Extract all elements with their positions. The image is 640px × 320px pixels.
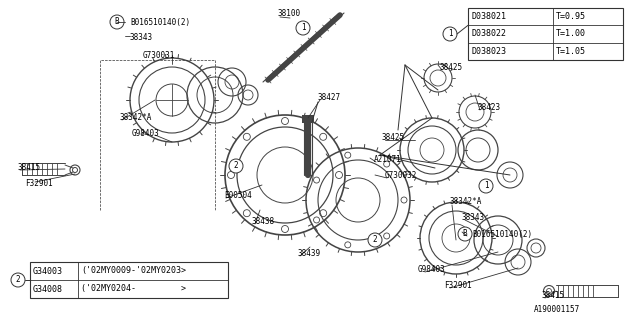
Text: B: B	[463, 229, 467, 238]
Text: 1: 1	[301, 23, 305, 33]
Text: 38425: 38425	[440, 63, 463, 73]
Circle shape	[443, 27, 457, 41]
Text: 38342*A: 38342*A	[450, 197, 483, 206]
Text: 38343: 38343	[130, 34, 153, 43]
Text: 38415: 38415	[18, 164, 41, 172]
Text: ('02MY0204-         >: ('02MY0204- >	[81, 284, 186, 293]
Bar	[468, 8, 623, 60]
Text: 2: 2	[234, 162, 238, 171]
Text: T=0.95: T=0.95	[556, 12, 586, 21]
Text: B: B	[115, 18, 119, 27]
Text: 1: 1	[484, 181, 488, 190]
Text: B016510140(2): B016510140(2)	[130, 18, 190, 27]
Text: 2: 2	[372, 236, 378, 244]
Circle shape	[479, 179, 493, 193]
Text: G730032: G730032	[385, 172, 417, 180]
Text: F32901: F32901	[25, 179, 52, 188]
Text: G98403: G98403	[418, 266, 445, 275]
Text: 38415: 38415	[542, 292, 565, 300]
Text: G34008: G34008	[33, 284, 63, 293]
Text: 38425: 38425	[382, 133, 405, 142]
Text: G34003: G34003	[33, 267, 63, 276]
Text: F32901: F32901	[444, 282, 472, 291]
Text: T=1.05: T=1.05	[556, 47, 586, 56]
Text: D038023: D038023	[471, 47, 506, 56]
Circle shape	[11, 273, 25, 287]
Text: D038021: D038021	[471, 12, 506, 21]
Text: T=1.00: T=1.00	[556, 29, 586, 38]
Text: A21071: A21071	[374, 156, 402, 164]
Text: 38100: 38100	[278, 10, 301, 19]
Text: 38423: 38423	[478, 103, 501, 113]
Text: E00504: E00504	[224, 191, 252, 201]
Text: 38342*A: 38342*A	[120, 114, 152, 123]
Text: 38439: 38439	[298, 250, 321, 259]
Circle shape	[110, 15, 124, 29]
Circle shape	[458, 227, 472, 241]
Text: ('02MY0009-'02MY0203>: ('02MY0009-'02MY0203>	[81, 267, 186, 276]
Circle shape	[296, 21, 310, 35]
Text: 2: 2	[16, 276, 20, 284]
Text: 38343: 38343	[462, 213, 485, 222]
Text: D038022: D038022	[471, 29, 506, 38]
Circle shape	[368, 233, 382, 247]
Text: 38427: 38427	[318, 93, 341, 102]
Text: B016510140(2): B016510140(2)	[472, 229, 532, 238]
Text: 38438: 38438	[252, 218, 275, 227]
Bar	[30, 262, 228, 298]
Text: A190001157: A190001157	[534, 306, 580, 315]
Text: G730031: G730031	[143, 51, 175, 60]
Text: 1: 1	[448, 29, 452, 38]
Bar	[302, 115, 314, 123]
Circle shape	[229, 159, 243, 173]
Text: G98403: G98403	[132, 130, 160, 139]
